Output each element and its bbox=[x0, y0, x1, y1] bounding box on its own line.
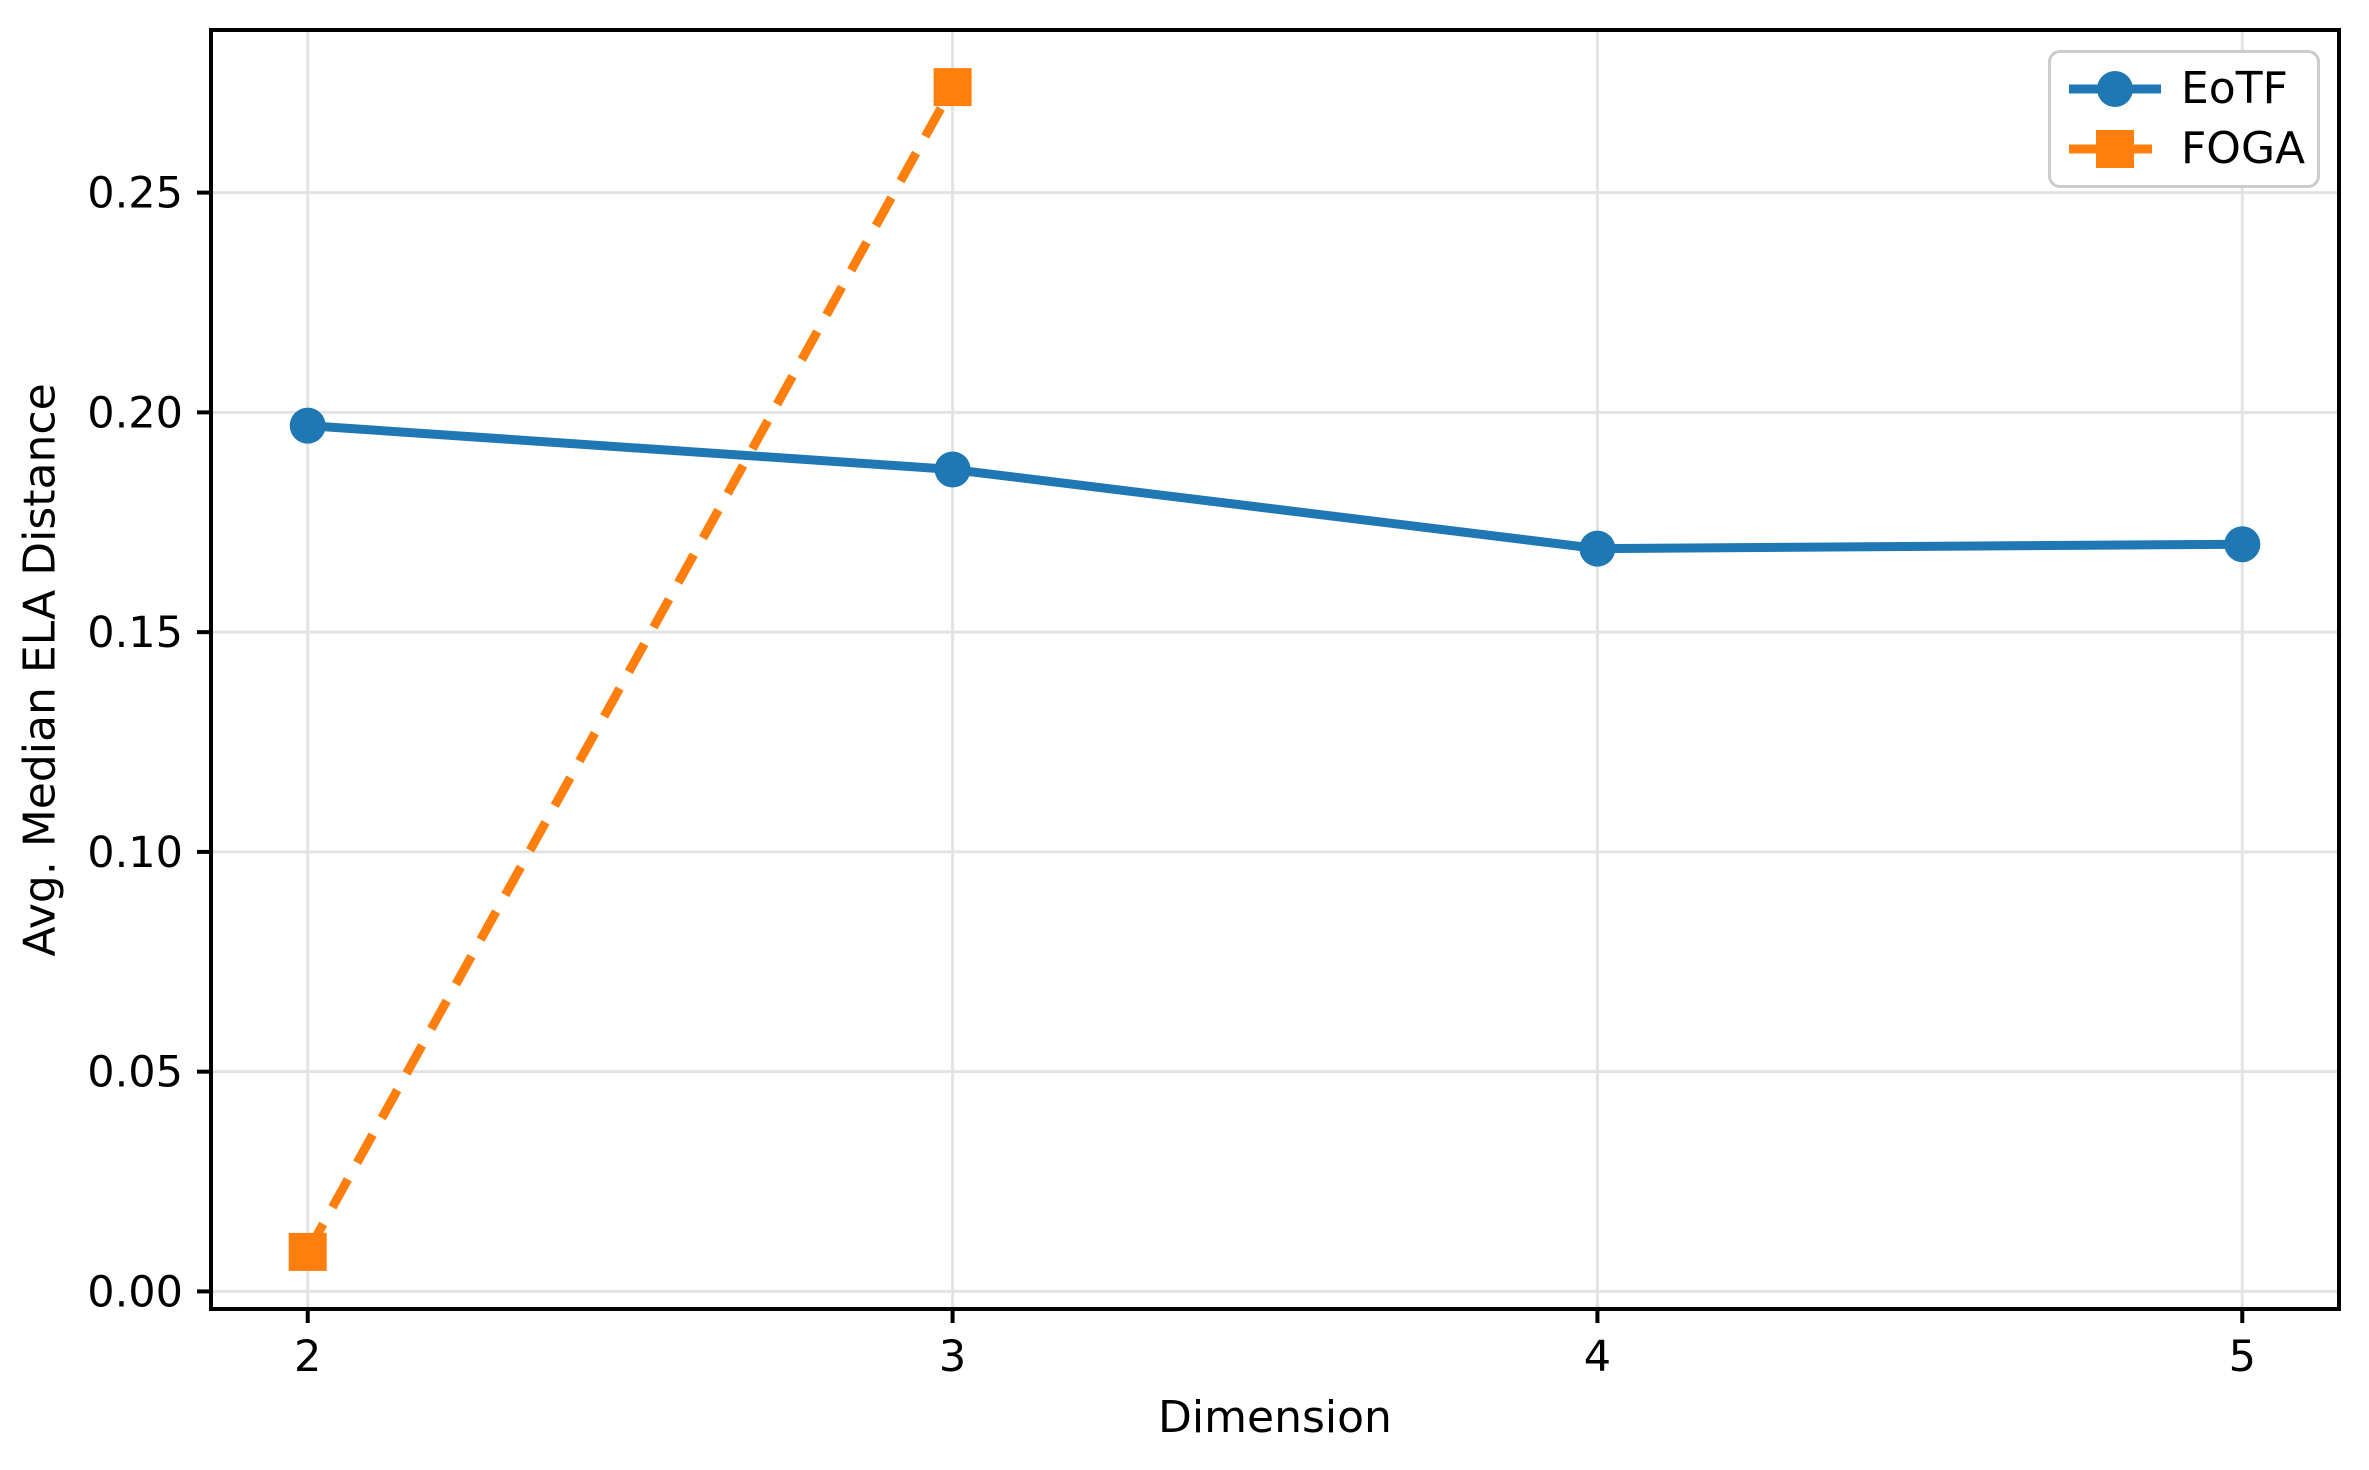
y-axis-label: Avg. Median ELA Distance bbox=[14, 383, 66, 957]
legend-sample-foga bbox=[2069, 126, 2161, 172]
x-tick-label: 4 bbox=[1584, 1332, 1611, 1382]
x-tick-label: 5 bbox=[2229, 1332, 2256, 1382]
y-tick-label: 0.25 bbox=[87, 169, 183, 219]
x-tick-label: 3 bbox=[939, 1332, 966, 1382]
legend: EoTF FOGA bbox=[2048, 50, 2320, 188]
data-point-foga bbox=[288, 1232, 327, 1271]
legend-marker-square bbox=[2096, 130, 2134, 168]
y-tick-label: 0.00 bbox=[87, 1267, 183, 1317]
data-point-eotf bbox=[2224, 526, 2261, 563]
series-line-eotf bbox=[307, 421, 2243, 554]
legend-marker-circle bbox=[2097, 71, 2133, 107]
data-point-eotf bbox=[1579, 530, 1616, 567]
y-tick-label: 0.05 bbox=[87, 1048, 183, 1098]
plot-border bbox=[209, 28, 2341, 1311]
legend-label-foga: FOGA bbox=[2181, 123, 2306, 174]
x-tick-label: 2 bbox=[294, 1332, 321, 1382]
x-axis-label: Dimension bbox=[1158, 1392, 1392, 1443]
data-point-eotf bbox=[934, 451, 971, 488]
series-line-foga bbox=[303, 84, 957, 1255]
y-tick-label: 0.15 bbox=[87, 608, 183, 658]
legend-item-foga: FOGA bbox=[2069, 126, 2305, 172]
legend-item-eotf: EoTF bbox=[2069, 66, 2299, 112]
y-tick-label: 0.10 bbox=[87, 828, 183, 878]
data-point-eotf bbox=[289, 407, 326, 444]
data-point-foga bbox=[933, 68, 972, 107]
legend-sample-eotf bbox=[2069, 66, 2161, 112]
legend-label-eotf: EoTF bbox=[2181, 63, 2288, 114]
y-tick-label: 0.20 bbox=[87, 388, 183, 438]
